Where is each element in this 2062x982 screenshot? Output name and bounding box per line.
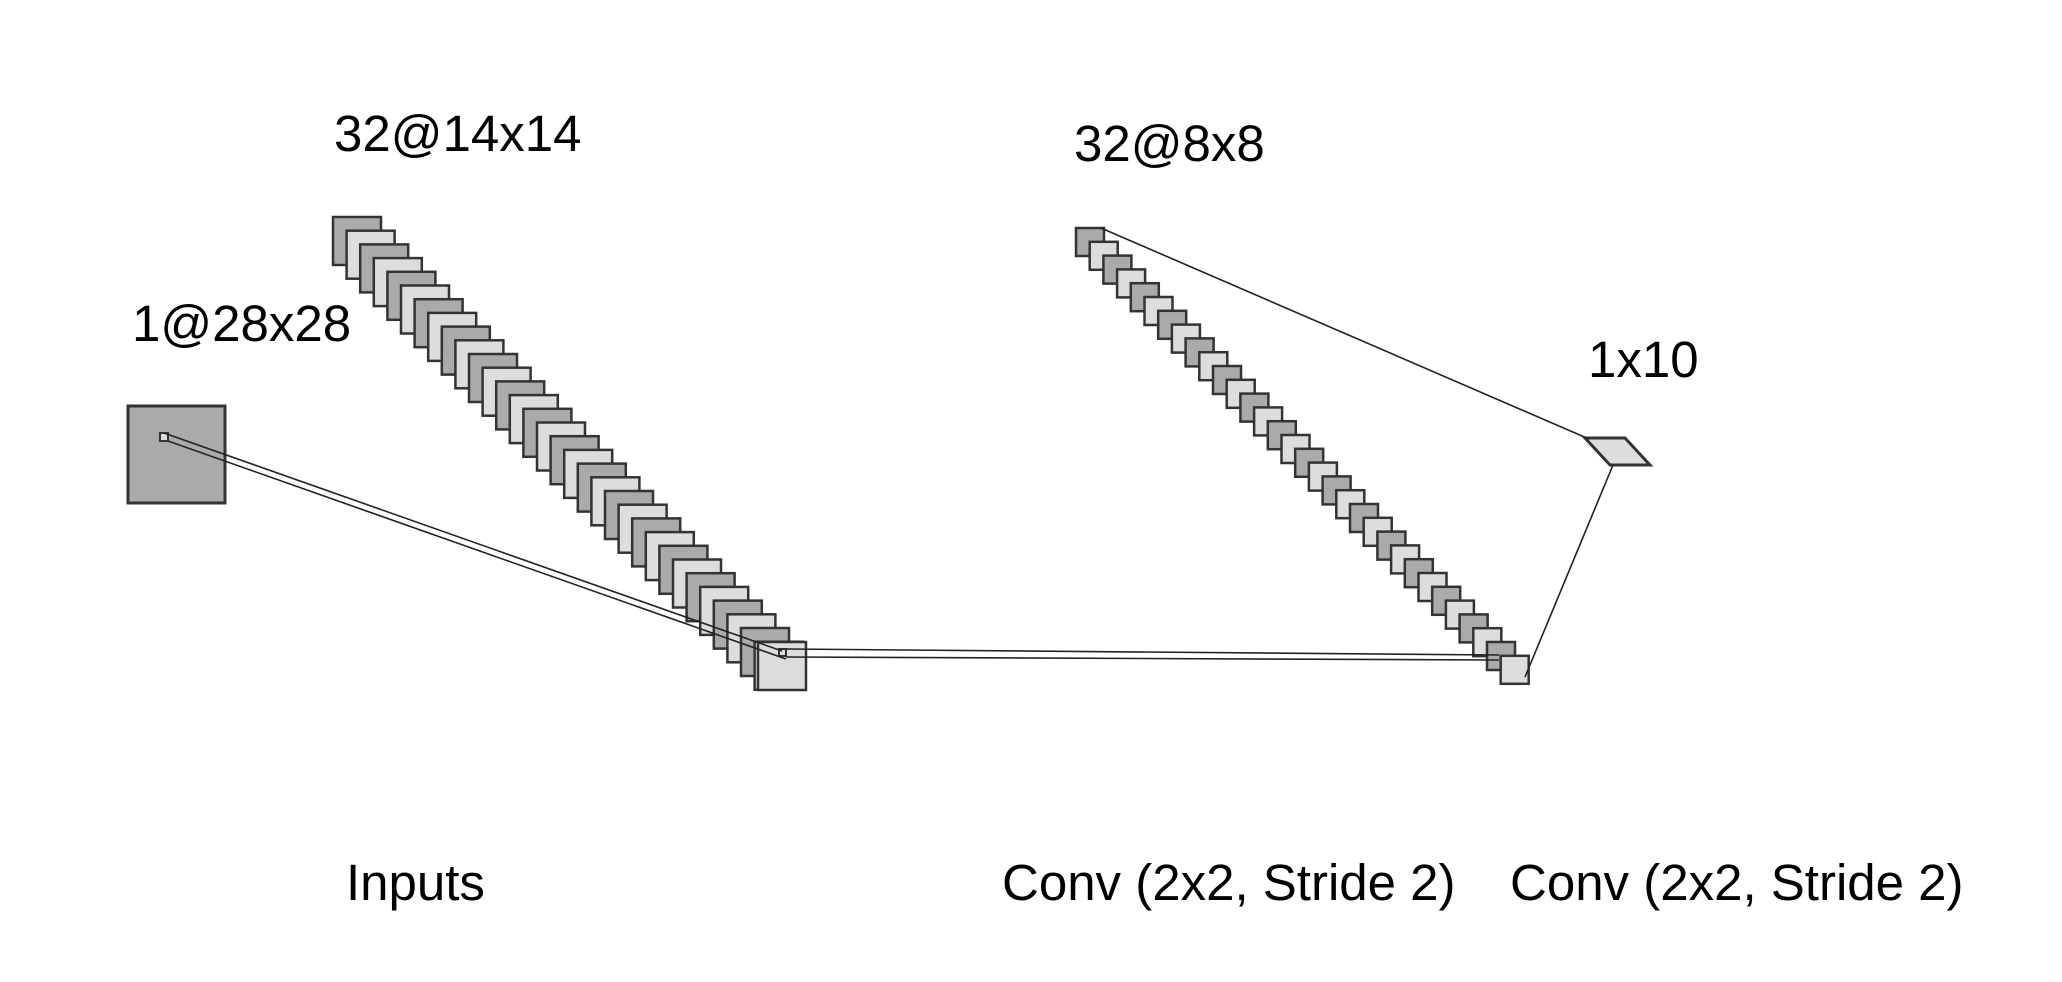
- connector-conv1-to-conv2-a: [785, 648, 1500, 656]
- operation-label-conv-2: Conv (2x2, Stride 2): [1510, 854, 1964, 911]
- layer-label-output: 1x10: [1588, 331, 1699, 388]
- layer-label-input: 1@28x28: [132, 295, 352, 352]
- connector-input-to-conv1-b: [167, 440, 787, 660]
- layer-label-conv1: 32@14x14: [334, 105, 582, 162]
- connector-input-to-conv1-a: [163, 432, 783, 652]
- operation-label-conv-1: Conv (2x2, Stride 2): [1002, 854, 1456, 911]
- input-map: [126, 404, 227, 505]
- layer-label-conv2: 32@8x8: [1074, 115, 1265, 172]
- conv2-map-32: [1499, 654, 1530, 686]
- feature-maps-32-14x14: [331, 215, 808, 692]
- output-vector: [1581, 436, 1654, 467]
- connector-conv2-to-output-top: [1100, 227, 1590, 440]
- feature-maps-32-8x8: [1074, 226, 1530, 686]
- operation-label-inputs: Inputs: [346, 854, 485, 911]
- conv1-front-map: [756, 640, 808, 692]
- connector-conv1-to-conv2-b: [785, 656, 1500, 661]
- connector-lines: [163, 227, 1614, 678]
- connector-conv2-to-output-bottom: [1524, 464, 1614, 678]
- conv1-kernel-window: [778, 648, 787, 657]
